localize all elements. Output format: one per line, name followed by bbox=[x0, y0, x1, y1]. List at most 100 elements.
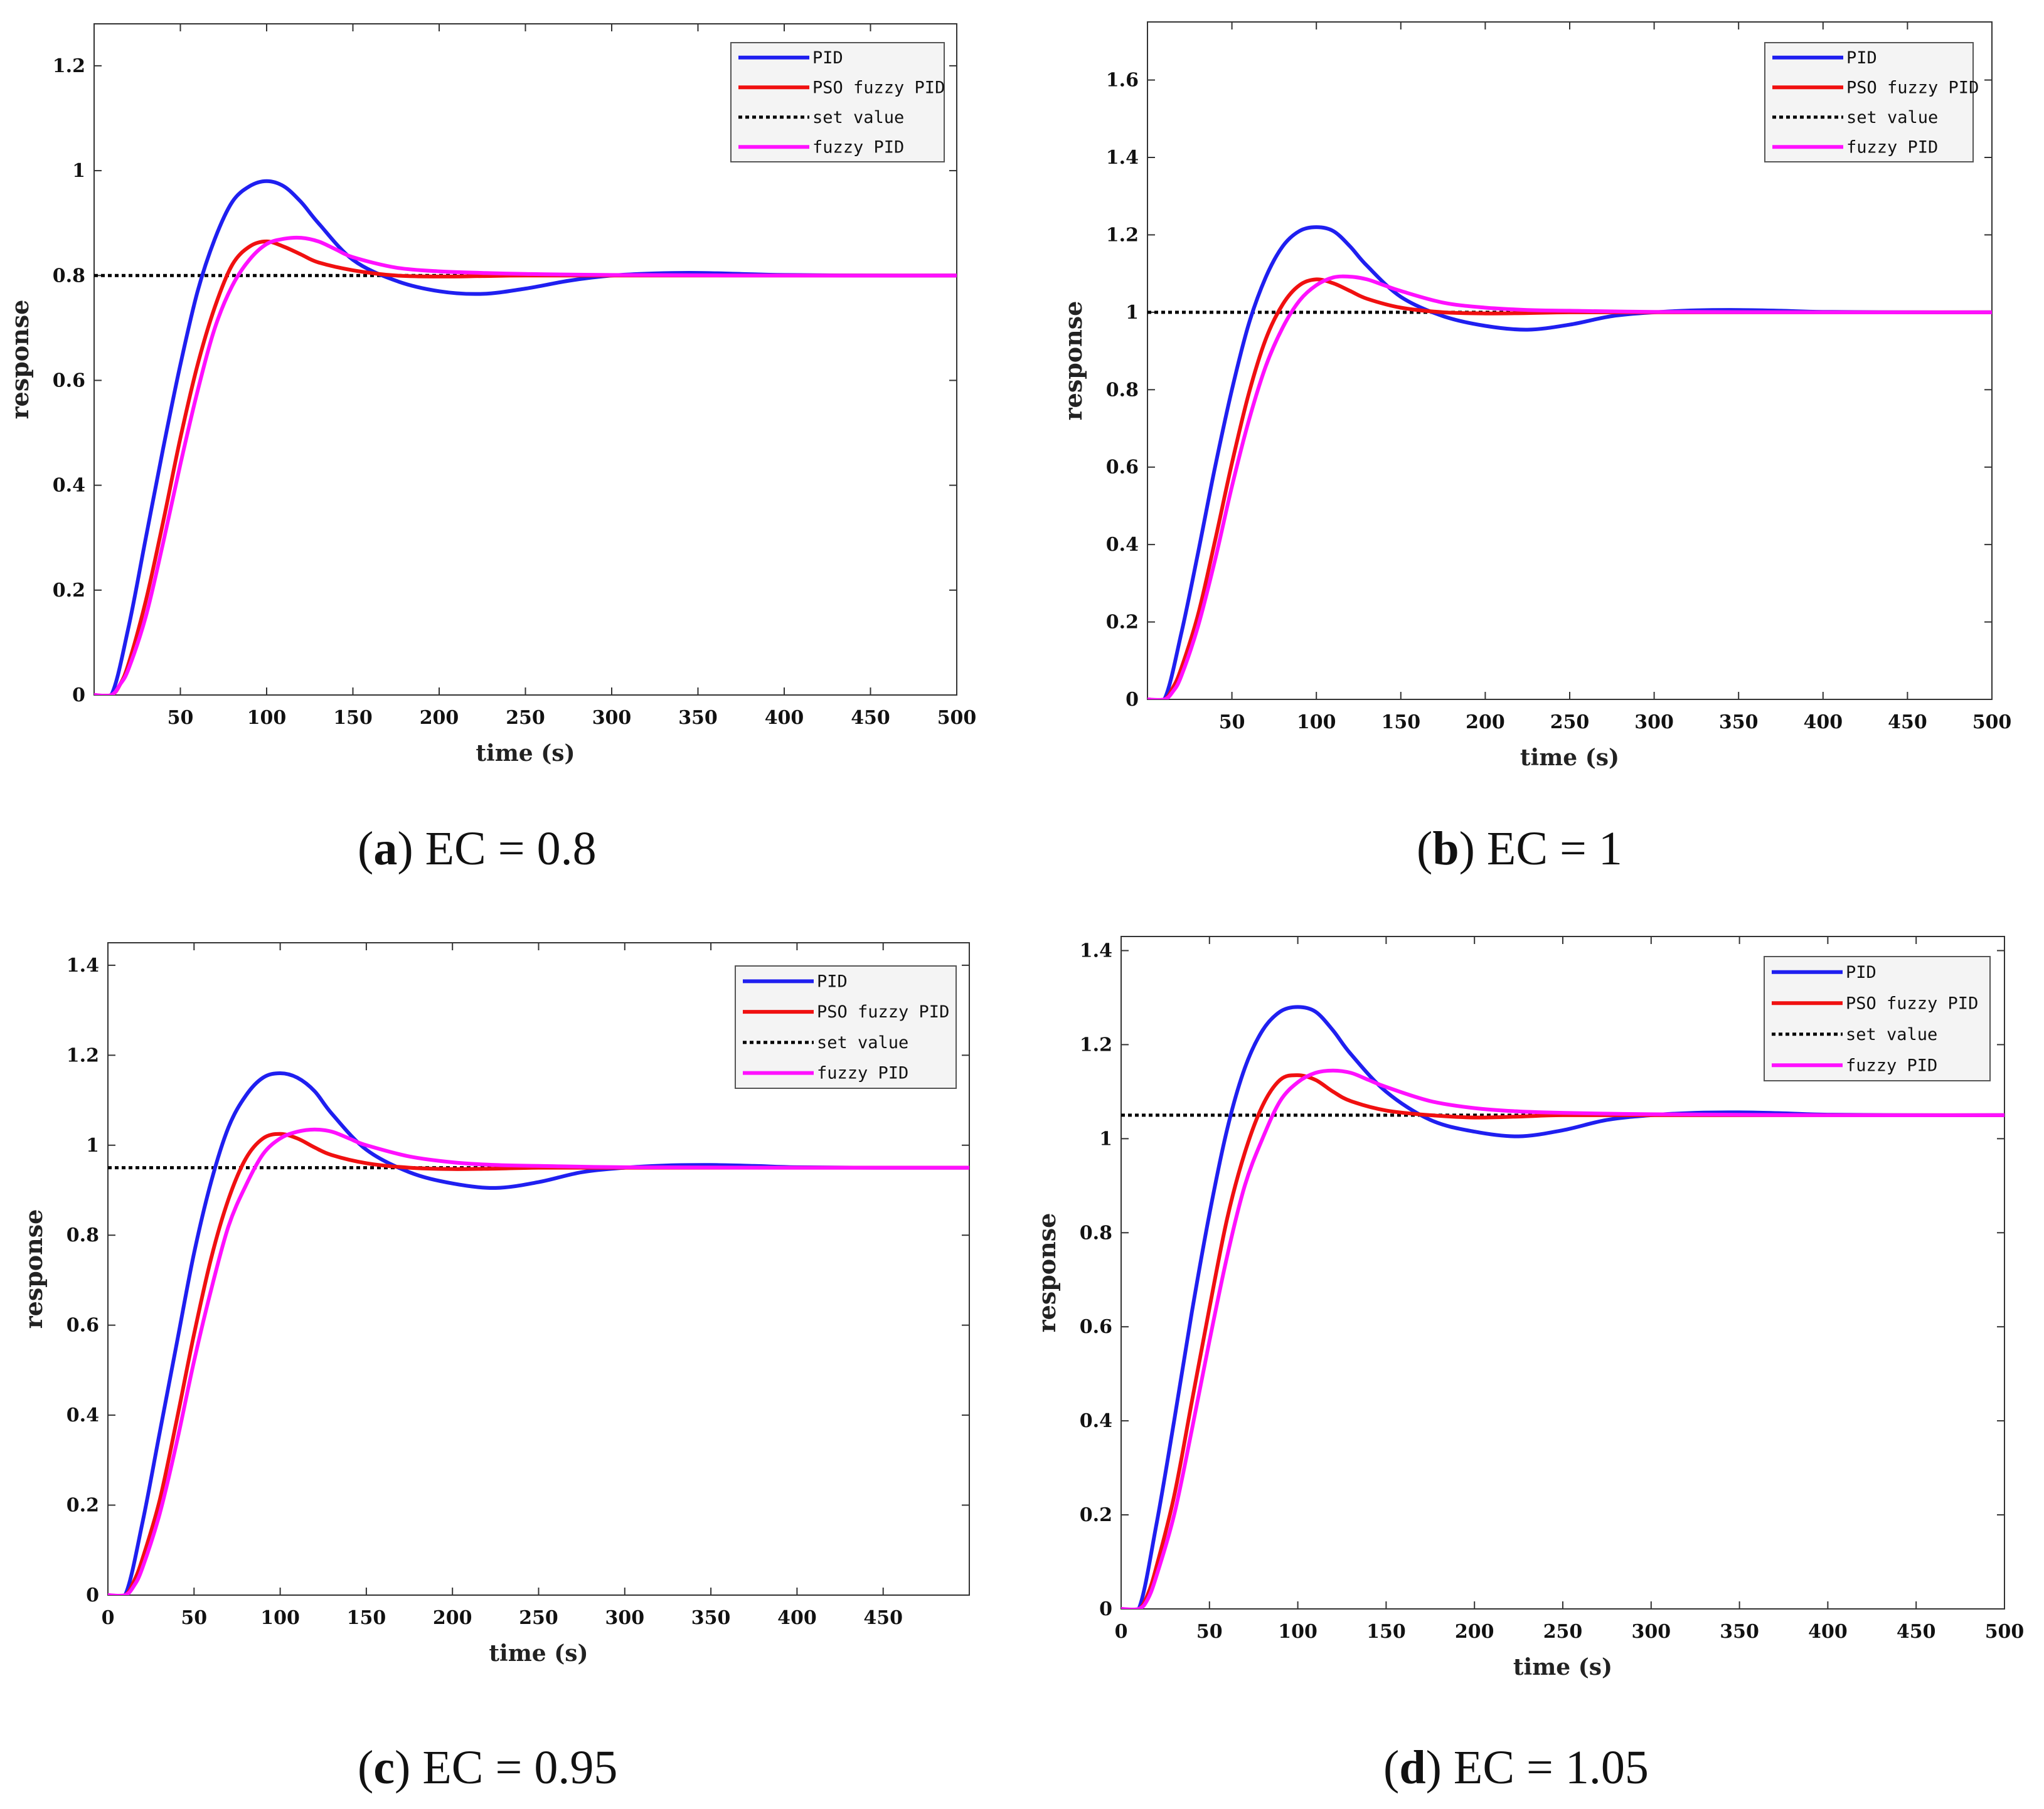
y-axis-label-d: response bbox=[1033, 1213, 1061, 1333]
y-tick-label-c: 1.2 bbox=[67, 1044, 99, 1066]
series-pid-a bbox=[94, 179, 957, 695]
series-pid-d bbox=[1121, 1005, 2004, 1609]
y-tick-label-d: 0.4 bbox=[1080, 1410, 1112, 1432]
series-fuzzy-pid-b bbox=[1147, 274, 1992, 699]
legend-label-set-value-b: set value bbox=[1846, 108, 1938, 127]
series-pid-c bbox=[108, 1071, 969, 1595]
x-tick-label-a: 200 bbox=[420, 707, 459, 729]
legend-label-pid-d: PID bbox=[1846, 963, 1876, 982]
x-axis-label-c: time (s) bbox=[489, 1640, 588, 1667]
x-tick-label-c: 350 bbox=[691, 1607, 731, 1629]
series-fuzzy-pid-d bbox=[1121, 1068, 2004, 1609]
legend-label-fuzzy-pid-d: fuzzy PID bbox=[1846, 1056, 1937, 1075]
caption-letter-a: a bbox=[373, 822, 398, 875]
legend-box-a bbox=[730, 42, 945, 162]
x-tick-label-a: 450 bbox=[851, 707, 890, 729]
legend-box-d bbox=[1764, 956, 1991, 1081]
legend-label-set-value-c: set value bbox=[817, 1033, 908, 1053]
x-tick-label-b: 200 bbox=[1466, 711, 1505, 733]
caption-text-c: EC = 0.95 bbox=[410, 1741, 618, 1794]
y-tick-label-d: 0 bbox=[1099, 1598, 1112, 1620]
panel-c: 0 0.2 0.4 0.6 0.8 1 1.2 1.4 0 50 100 150 200 250 300 35… bbox=[19, 942, 970, 1667]
y-tick-label-d: 0.2 bbox=[1080, 1504, 1112, 1526]
y-tick-label-d: 0.6 bbox=[1080, 1316, 1112, 1338]
x-tick-label-c: 200 bbox=[433, 1607, 472, 1629]
x-tick-label-d: 350 bbox=[1720, 1621, 1759, 1643]
y-tick-label-c: 0.2 bbox=[67, 1495, 99, 1517]
caption-text-a: EC = 0.8 bbox=[413, 822, 597, 875]
legend-label-fuzzy-pid-b: fuzzy PID bbox=[1846, 137, 1938, 157]
caption-text-d: EC = 1.05 bbox=[1441, 1741, 1649, 1794]
y-tick-label-c: 0.4 bbox=[67, 1404, 99, 1426]
legend-label-pso-fuzzy-pid-b: PSO fuzzy PID bbox=[1846, 78, 1979, 97]
y-tick-label-d: 1.2 bbox=[1080, 1034, 1112, 1056]
y-tick-label-a: 0.8 bbox=[53, 265, 85, 287]
x-tick-label-b: 250 bbox=[1550, 711, 1590, 733]
y-tick-label-b: 1.4 bbox=[1106, 147, 1139, 169]
x-tick-label-a: 100 bbox=[247, 707, 287, 729]
caption-c: (c) EC = 0.95 bbox=[358, 1741, 618, 1794]
legend-label-set-value-d: set value bbox=[1846, 1025, 1937, 1044]
x-tick-label-b: 100 bbox=[1297, 711, 1336, 733]
x-tick-label-d: 50 bbox=[1196, 1621, 1223, 1643]
series-pid-b bbox=[1147, 225, 1992, 699]
legend-label-pid-c: PID bbox=[817, 972, 848, 991]
y-axis-label-c: response bbox=[19, 1209, 48, 1329]
x-tick-label-b: 50 bbox=[1219, 711, 1245, 733]
y-tick-label-d: 1 bbox=[1099, 1128, 1112, 1150]
y-tick-label-a: 0 bbox=[72, 684, 85, 706]
x-tick-label-d: 250 bbox=[1543, 1621, 1583, 1643]
legend-label-set-value-a: set value bbox=[812, 108, 904, 127]
x-tick-label-c: 300 bbox=[605, 1607, 644, 1629]
x-tick-label-d: 400 bbox=[1808, 1621, 1848, 1643]
series-fuzzy-pid-c bbox=[108, 1127, 969, 1595]
x-tick-label-c: 400 bbox=[777, 1607, 817, 1629]
x-tick-label-a: 50 bbox=[168, 707, 194, 729]
legend-label-pso-fuzzy-pid-c: PSO fuzzy PID bbox=[817, 1002, 949, 1022]
x-tick-label-c: 50 bbox=[181, 1607, 207, 1629]
caption-d: (d) EC = 1.05 bbox=[1383, 1741, 1649, 1794]
y-tick-label-b: 0.2 bbox=[1106, 612, 1139, 634]
x-axis-label-b: time (s) bbox=[1520, 745, 1619, 771]
caption-letter-d: d bbox=[1399, 1741, 1426, 1794]
legend-label-pso-fuzzy-pid-d: PSO fuzzy PID bbox=[1846, 994, 1978, 1013]
x-tick-label-c: 250 bbox=[519, 1607, 558, 1629]
x-tick-label-d: 300 bbox=[1631, 1621, 1671, 1643]
legend-box-b bbox=[1764, 42, 1974, 162]
caption-b: (b) EC = 1 bbox=[1417, 822, 1622, 875]
panel-d: 0 0.2 0.4 0.6 0.8 1 1.2 1.4 0 50 100 150 200 250 300 35… bbox=[1033, 936, 2024, 1680]
x-axis-label-a: time (s) bbox=[476, 740, 575, 767]
x-tick-label-d: 450 bbox=[1897, 1621, 1936, 1643]
y-tick-label-a: 0.6 bbox=[53, 369, 85, 391]
series-fuzzy-pid-a bbox=[94, 235, 957, 695]
x-tick-label-b: 350 bbox=[1719, 711, 1759, 733]
y-tick-label-d: 1.4 bbox=[1080, 940, 1112, 962]
y-tick-label-b: 0.4 bbox=[1106, 534, 1139, 556]
y-tick-label-b: 0 bbox=[1126, 689, 1139, 711]
x-tick-label-b: 400 bbox=[1803, 711, 1843, 733]
x-tick-label-a: 500 bbox=[937, 707, 977, 729]
legend-label-pid-a: PID bbox=[812, 48, 843, 68]
x-tick-label-a: 350 bbox=[678, 707, 718, 729]
x-tick-label-b: 500 bbox=[1972, 711, 2012, 733]
y-tick-label-b: 0.8 bbox=[1106, 379, 1139, 401]
x-tick-label-c: 450 bbox=[863, 1607, 903, 1629]
x-tick-label-b: 150 bbox=[1381, 711, 1420, 733]
y-tick-label-b: 1.2 bbox=[1106, 224, 1139, 246]
legend-label-pid-b: PID bbox=[1846, 48, 1877, 68]
x-tick-label-d: 0 bbox=[1115, 1621, 1128, 1643]
y-tick-label-b: 0.6 bbox=[1106, 457, 1139, 479]
x-tick-label-c: 100 bbox=[260, 1607, 300, 1629]
y-tick-label-a: 0.4 bbox=[53, 475, 85, 497]
panel-a: 0 0.2 0.4 0.6 0.8 1 1.2 50 100 150 200 250 300 350 400… bbox=[6, 23, 977, 767]
x-tick-label-b: 450 bbox=[1888, 711, 1927, 733]
y-tick-label-b: 1.6 bbox=[1106, 70, 1139, 92]
y-tick-label-a: 1.2 bbox=[53, 55, 85, 77]
x-tick-label-d: 150 bbox=[1366, 1621, 1406, 1643]
legend-label-pso-fuzzy-pid-a: PSO fuzzy PID bbox=[812, 78, 945, 97]
x-tick-label-c: 150 bbox=[347, 1607, 386, 1629]
y-tick-label-a: 0.2 bbox=[53, 580, 85, 602]
panel-b: 0 0.2 0.4 0.6 0.8 1 1.2 1.4 1.6 50 100 150 200 250 300… bbox=[1059, 21, 2012, 771]
legend-label-fuzzy-pid-a: fuzzy PID bbox=[812, 137, 904, 157]
